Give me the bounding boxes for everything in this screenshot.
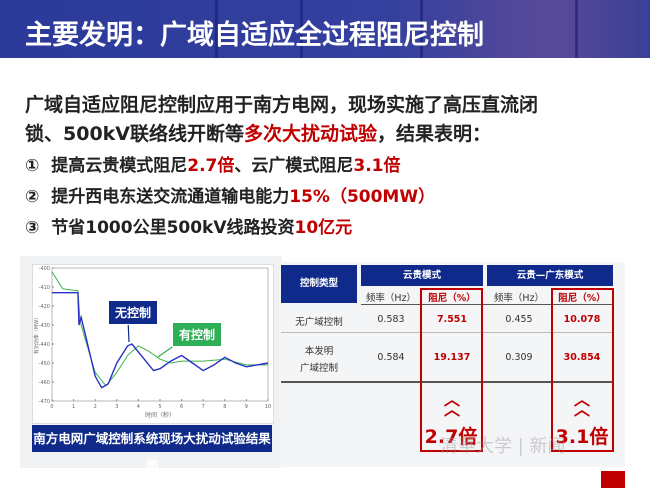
intro-line2: 锁、500kV联络线开断等多次大扰动试验，结果表明： [25, 123, 492, 145]
row2-freq1: 0.584 [377, 352, 405, 363]
x-tick-label: 8 [223, 404, 226, 410]
row1-damp1: 7.551 [436, 314, 468, 325]
y-tick-label: -410 [39, 285, 50, 291]
header-banner: 主要发明：广域自适应全过程阻尼控制 [0, 0, 650, 58]
x-tick-label: 5 [158, 404, 161, 410]
x-tick-label: 0 [50, 404, 53, 410]
x-tick-label: 7 [202, 404, 205, 410]
row2-damp1: 19.137 [433, 352, 471, 363]
double-chevron-up-icon: ︿ ︿ [573, 390, 590, 419]
point-2: ② 提升西电东送交流通道输电能力15%（500MW） [25, 187, 436, 207]
x-tick-label: 6 [180, 404, 183, 410]
point-1: ① 提高云贵模式阻尼2.7倍、云广模式阻尼3.1倍 [25, 156, 401, 176]
row2-freq2: 0.309 [505, 352, 533, 363]
x-tick-label: 2 [94, 404, 97, 410]
row1-freq2: 0.455 [505, 314, 533, 325]
col-yungui-guangdong-mode: 云贵—广东模式 [487, 265, 613, 286]
row1-label: 无广域控制 [295, 317, 343, 328]
row2-label-2: 广域控制 [299, 363, 338, 374]
row2-damp2: 30.854 [563, 352, 601, 363]
x-tick-label: 10 [265, 404, 271, 410]
y-tick-label: -420 [39, 304, 50, 310]
x-tick-label: 9 [245, 404, 248, 410]
corner-accent [601, 471, 625, 488]
series-line-0 [52, 292, 269, 389]
double-chevron-up-icon: ︿ ︿ [443, 390, 460, 419]
label-with-control: 有控制 [172, 322, 223, 347]
row1-freq1: 0.583 [377, 314, 405, 325]
intro-line1: 广域自适应阻尼控制应用于南方电网，现场实施了高压直流闭 [25, 94, 539, 116]
row1-damp2: 10.078 [563, 314, 601, 325]
y-tick-label: -440 [39, 342, 50, 348]
y-tick-label: -450 [39, 361, 50, 367]
y-axis-label: 有功功率（MW） [33, 315, 40, 354]
gain-yungui-guangdong: 3.1倍 [555, 426, 609, 448]
point-3: ③ 节省1000公里500kV线路投资10亿元 [25, 218, 353, 238]
y-tick-label: -430 [39, 323, 50, 329]
highlight-box-1 [420, 288, 483, 452]
page-title: 主要发明：广域自适应全过程阻尼控制 [25, 20, 484, 51]
x-axis-label: 时间（秒） [145, 411, 175, 419]
series-line-1 [51, 271, 268, 387]
row2-label-1: 本发明 [304, 346, 334, 357]
watermark-logo: 清華大学 | 新闻 [440, 436, 566, 457]
chart-frame [32, 264, 274, 424]
sub-damp-2: 阻尼（%） [558, 293, 606, 304]
x-tick-label: 3 [115, 404, 118, 410]
chart-caption: 南方电网广域控制系统现场大扰动试验结果图 [32, 425, 272, 473]
col-control-type: 控制类型 [281, 265, 357, 303]
highlight-box-2 [551, 288, 614, 452]
sub-damp-1: 阻尼（%） [428, 293, 476, 304]
x-tick-label: 1 [72, 404, 75, 410]
sub-freq-1: 频率（Hz） [365, 293, 417, 304]
y-tick-label: -400 [39, 266, 50, 272]
x-tick-label: 4 [137, 404, 140, 410]
col-yungui-mode: 云贵模式 [361, 265, 483, 286]
gain-yungui: 2.7倍 [424, 426, 478, 448]
plot-area [51, 267, 269, 402]
y-tick-label: -470 [39, 399, 50, 405]
label-no-control: 无控制 [108, 300, 159, 325]
y-tick-label: -460 [39, 380, 50, 386]
sub-freq-2: 频率（Hz） [493, 293, 545, 304]
